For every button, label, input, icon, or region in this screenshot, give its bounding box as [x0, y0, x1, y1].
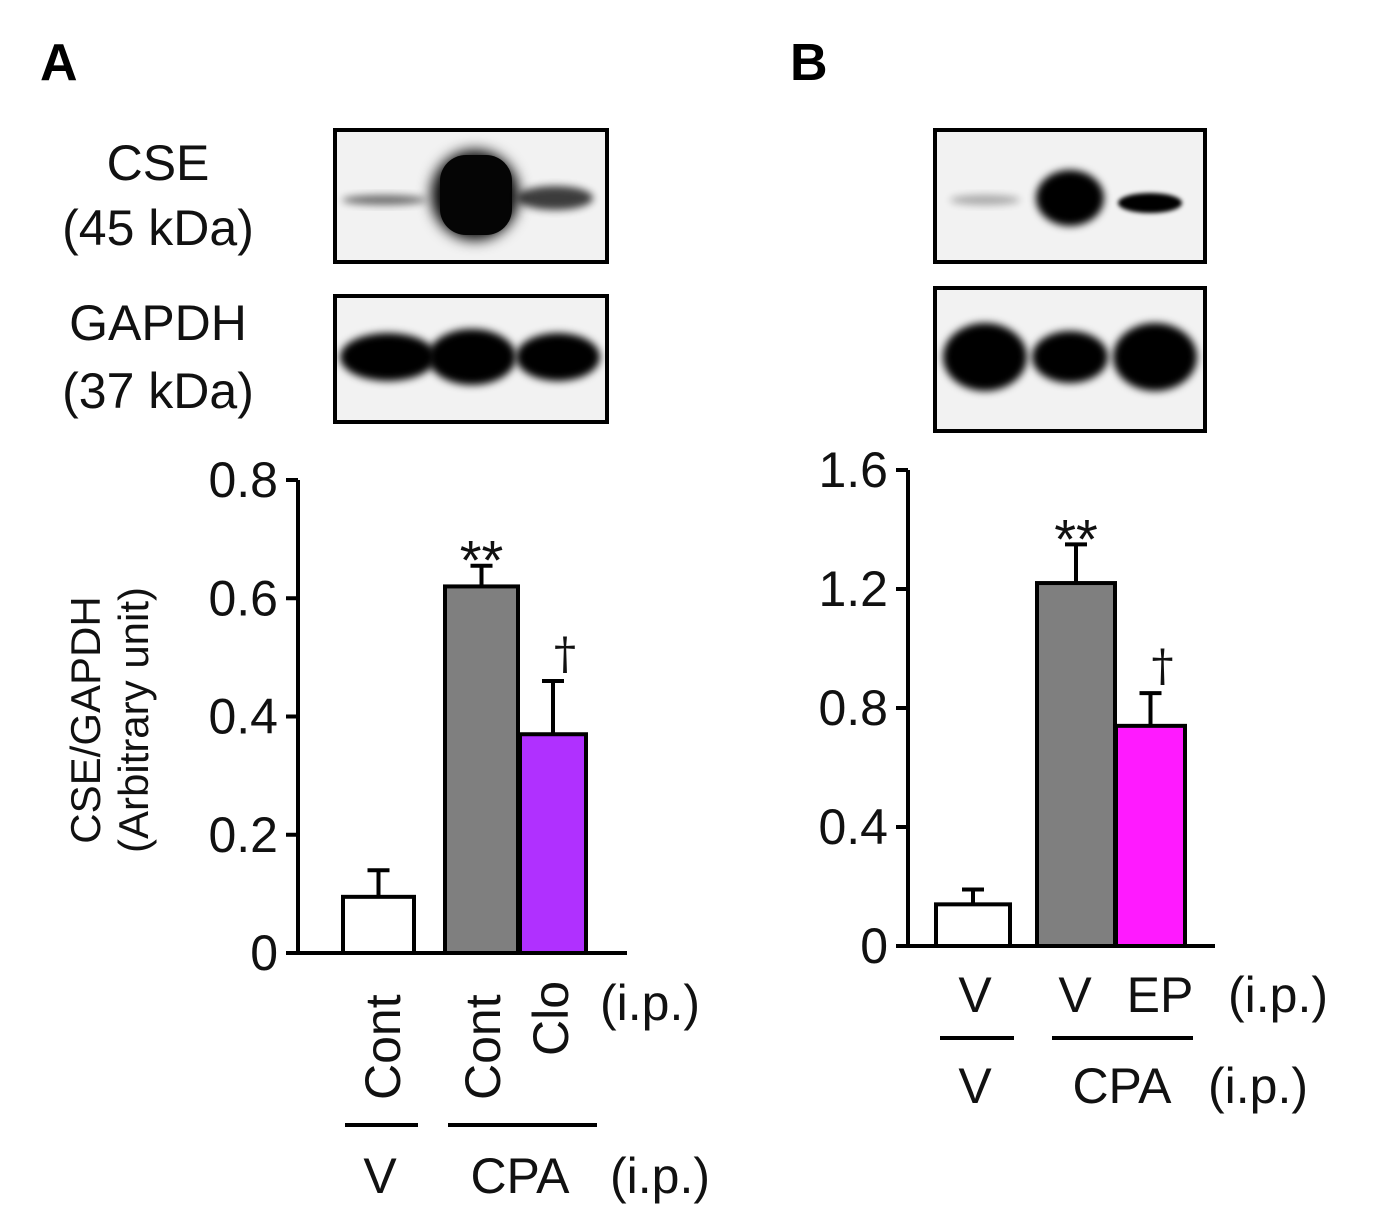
- band-b-gapdh-2: [1032, 331, 1108, 383]
- significance-a-3: †: [554, 629, 576, 680]
- route-b-bottom: (i.p.): [1208, 1058, 1308, 1114]
- chart-a: 0 0.2 0.4 0.6 0.8 ** †: [208, 452, 627, 981]
- panel-b-categories: V EP V (i.p.) V CPA (i.p.): [940, 967, 1328, 1114]
- route-a-top: (i.p.): [600, 975, 700, 1031]
- cat-b-2: V: [1058, 967, 1092, 1023]
- group-b-1: V: [958, 1058, 992, 1114]
- y-tick-label-b-0: 0: [860, 918, 888, 974]
- route-b-top: (i.p.): [1228, 967, 1328, 1023]
- cat-a-1: Cont: [355, 994, 411, 1100]
- cse-label: CSE: [107, 135, 210, 191]
- band-a-gapdh-3: [516, 333, 600, 381]
- bar-a-1: [341, 894, 416, 955]
- blot-b-gapdh: [933, 286, 1207, 433]
- significance-b-2: **: [1054, 507, 1098, 570]
- gapdh-label: GAPDH: [69, 295, 247, 351]
- band-a-gapdh-2: [428, 329, 516, 385]
- route-a-bottom: (i.p.): [610, 1148, 710, 1204]
- significance-a-2: **: [460, 529, 504, 592]
- panel-a-categories: Cont Cont Clo (i.p.) V CPA (i.p.): [345, 975, 710, 1204]
- cse-size-label: (45 kDa): [62, 200, 254, 256]
- y-tick-label-b-2: 0.8: [818, 680, 888, 736]
- band-b-gapdh-3: [1113, 323, 1197, 391]
- band-a-cse-3: [517, 186, 593, 210]
- bar-a-2: [443, 584, 520, 955]
- y-tick-label-a-0: 0: [250, 925, 278, 981]
- significance-b-3: †: [1152, 641, 1174, 692]
- y-axis-sublabel: (Arbitrary unit): [110, 587, 157, 853]
- blot-a-gapdh: [333, 294, 609, 424]
- blot-b-cse: [933, 128, 1207, 264]
- bar-a-3: [518, 732, 588, 955]
- group-a-2: CPA: [470, 1148, 570, 1204]
- bar-b-1: [934, 902, 1012, 948]
- band-b-gapdh-1: [943, 323, 1027, 391]
- bar-b-3: [1114, 723, 1187, 948]
- panel-a-letter: A: [40, 34, 78, 92]
- gapdh-size-label: (37 kDa): [62, 363, 254, 419]
- y-tick-label-a-4: 0.8: [208, 452, 278, 508]
- band-b-cse-2: [1036, 170, 1104, 226]
- band-a-gapdh-1: [340, 333, 436, 381]
- bar-b-2: [1035, 581, 1117, 948]
- blot-a-cse: [333, 128, 609, 264]
- y-tick-label-a-2: 0.4: [208, 689, 278, 745]
- cat-a-3: Clo: [523, 981, 579, 1056]
- y-tick-label-b-1: 0.4: [818, 799, 888, 855]
- cat-b-3: EP: [1127, 967, 1194, 1023]
- group-b-2: CPA: [1072, 1058, 1172, 1114]
- y-tick-label-a-1: 0.2: [208, 807, 278, 863]
- cat-a-2: Cont: [455, 994, 511, 1100]
- group-a-1: V: [363, 1148, 397, 1204]
- y-axis-label-group: CSE/GAPDH (Arbitrary unit): [62, 587, 157, 853]
- y-tick-label-b-3: 1.2: [818, 561, 888, 617]
- cat-b-1: V: [958, 967, 992, 1023]
- panel-b-letter: B: [790, 34, 828, 92]
- y-tick-label-a-3: 0.6: [208, 570, 278, 626]
- band-a-cse-1: [342, 195, 426, 205]
- chart-b: 0 0.4 0.8 1.2 1.6 ** †: [818, 442, 1215, 974]
- y-tick-label-b-4: 1.6: [818, 442, 888, 498]
- band-b-cse-3: [1118, 193, 1182, 213]
- band-b-cse-1: [950, 195, 1020, 205]
- y-axis-label: CSE/GAPDH: [62, 596, 109, 843]
